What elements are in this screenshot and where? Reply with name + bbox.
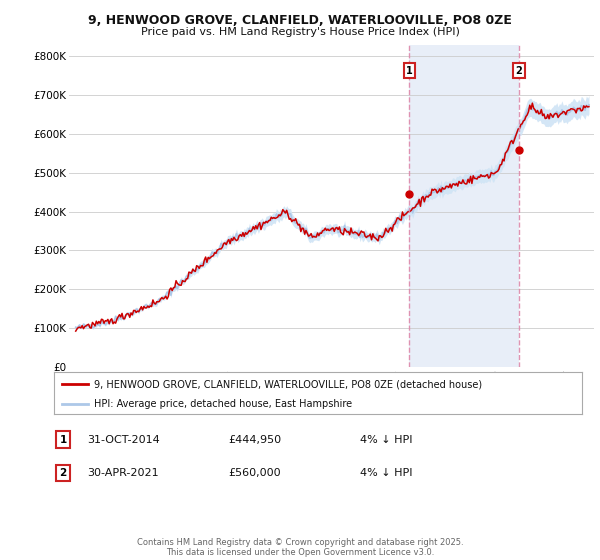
- Text: 31-OCT-2014: 31-OCT-2014: [87, 435, 160, 445]
- Text: 30-APR-2021: 30-APR-2021: [87, 468, 158, 478]
- Text: 4% ↓ HPI: 4% ↓ HPI: [360, 435, 413, 445]
- Text: 1: 1: [59, 435, 67, 445]
- Bar: [409, 45, 519, 367]
- Text: Contains HM Land Registry data © Crown copyright and database right 2025.
This d: Contains HM Land Registry data © Crown c…: [137, 538, 463, 557]
- Text: Price paid vs. HM Land Registry's House Price Index (HPI): Price paid vs. HM Land Registry's House …: [140, 27, 460, 37]
- Text: 1: 1: [406, 66, 413, 76]
- Text: HPI: Average price, detached house, East Hampshire: HPI: Average price, detached house, East…: [94, 399, 352, 409]
- Text: £444,950: £444,950: [228, 435, 281, 445]
- Text: 9, HENWOOD GROVE, CLANFIELD, WATERLOOVILLE, PO8 0ZE: 9, HENWOOD GROVE, CLANFIELD, WATERLOOVIL…: [88, 14, 512, 27]
- Text: 2: 2: [515, 66, 522, 76]
- Text: 2: 2: [59, 468, 67, 478]
- Text: £560,000: £560,000: [228, 468, 281, 478]
- Text: 9, HENWOOD GROVE, CLANFIELD, WATERLOOVILLE, PO8 0ZE (detached house): 9, HENWOOD GROVE, CLANFIELD, WATERLOOVIL…: [94, 379, 482, 389]
- Text: 4% ↓ HPI: 4% ↓ HPI: [360, 468, 413, 478]
